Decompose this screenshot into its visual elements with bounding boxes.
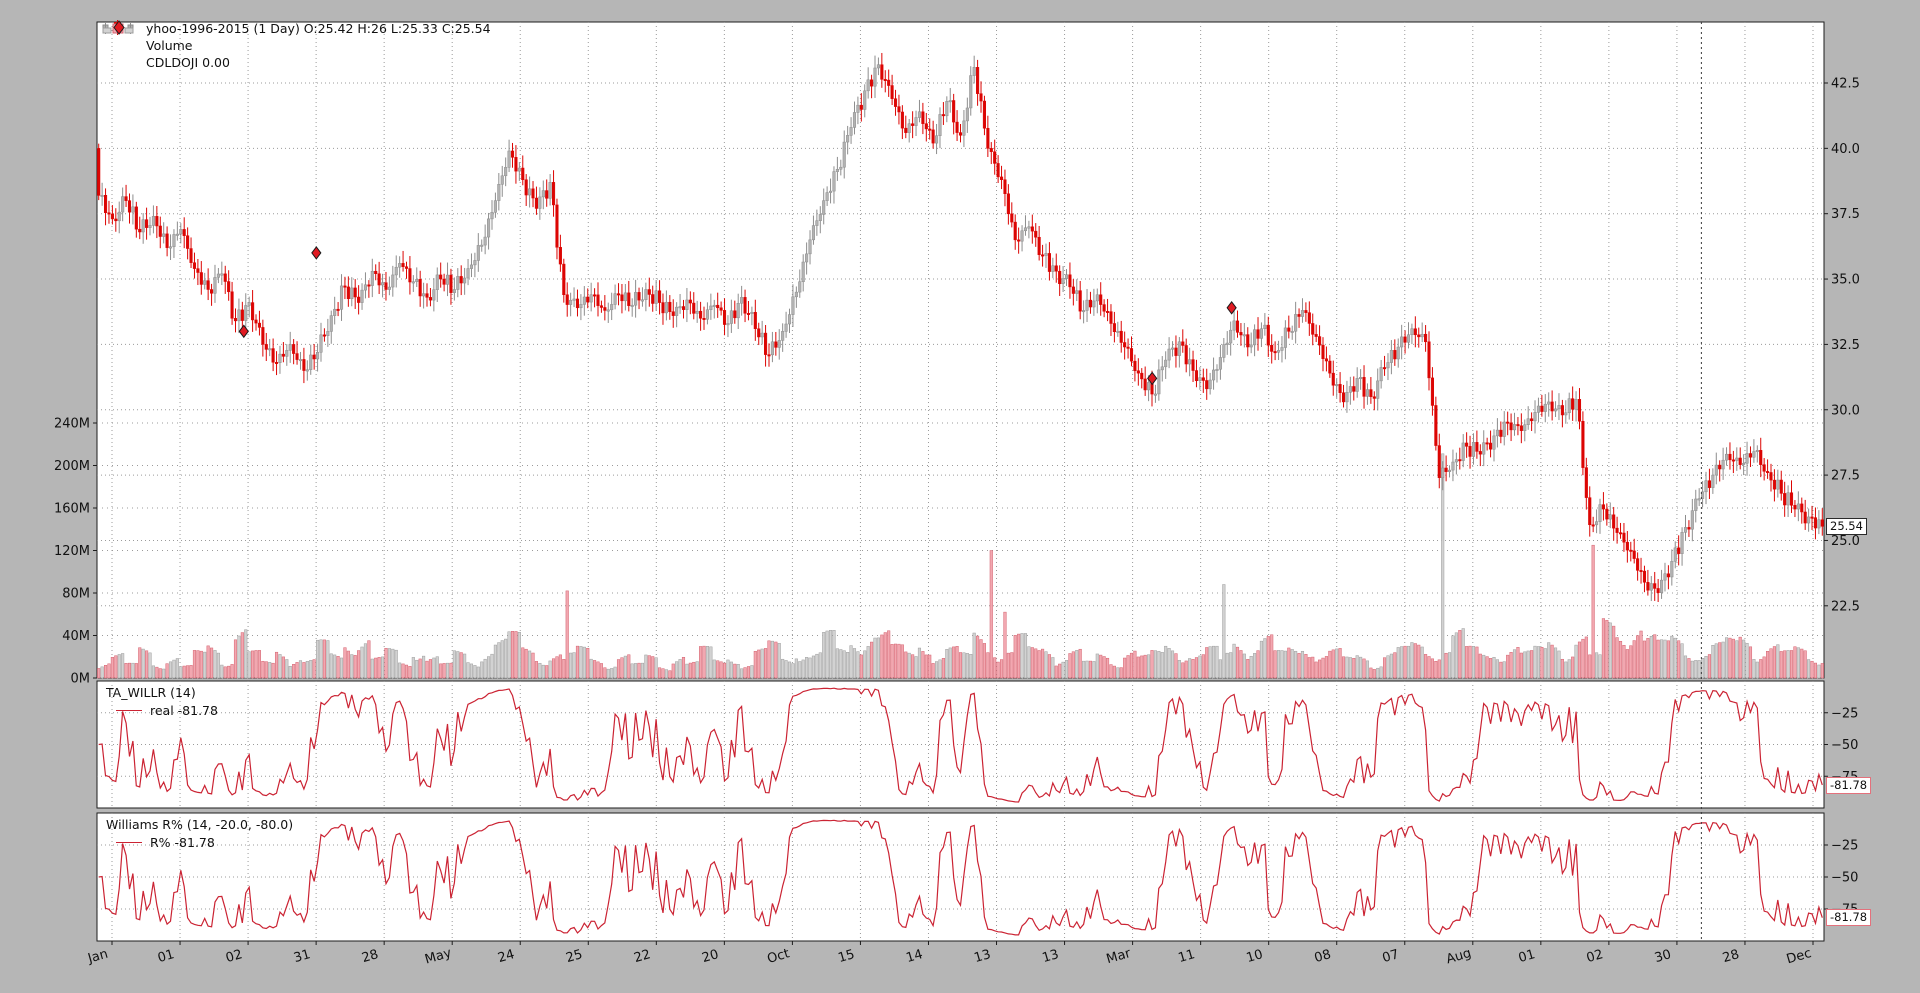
x-tick-label: 02 <box>1585 947 1605 966</box>
price-tick-label: 25.0 <box>1831 534 1860 549</box>
x-tick-label: 14 <box>904 947 924 966</box>
price-panel <box>96 21 1825 679</box>
price-tick-label: 22.5 <box>1831 599 1860 614</box>
williams-panel <box>96 812 1825 942</box>
oscillator-tick-label: −75 <box>1831 770 1858 785</box>
price-tick-label: 35.0 <box>1831 273 1860 288</box>
price-tick-label: 27.5 <box>1831 469 1860 484</box>
x-tick-label: May <box>423 946 453 968</box>
x-tick-label: 11 <box>1177 947 1197 966</box>
oscillator-tick-label: −50 <box>1831 871 1858 886</box>
plot-panels <box>96 21 1825 942</box>
oscillator-tick-label: −25 <box>1831 839 1858 854</box>
willr-panel <box>96 680 1825 809</box>
willr-line <box>98 687 1823 803</box>
volume-bars <box>97 453 1824 679</box>
x-tick-label: Jan <box>85 947 109 967</box>
oscillator-tick-label: −75 <box>1831 903 1858 918</box>
oscillator-tick-label: −25 <box>1831 706 1858 721</box>
x-tick-label: 07 <box>1381 947 1401 966</box>
x-tick-label: 30 <box>1653 947 1673 966</box>
volume-tick-label: 160M <box>54 502 90 517</box>
x-tick-label: 28 <box>1721 947 1741 966</box>
volume-tick-label: 200M <box>54 459 90 474</box>
x-axis-labels: Jan 01 02 31 28 May 24 25 22 20 Oct 15 14 13 13 Mar 11 10… <box>85 946 1813 968</box>
williams-line <box>98 819 1823 936</box>
price-tick-label: 40.0 <box>1831 142 1860 157</box>
x-tick-label: 02 <box>224 947 244 966</box>
volume-tick-label: 80M <box>62 587 90 602</box>
x-tick-label: Mar <box>1105 946 1133 967</box>
x-tick-label: 13 <box>973 947 993 966</box>
price-tick-label: 37.5 <box>1831 207 1860 222</box>
x-tick-label: Aug <box>1445 946 1474 967</box>
x-tick-label: 10 <box>1245 947 1265 966</box>
volume-tick-label: 0M <box>71 672 91 687</box>
x-tick-label: 24 <box>496 947 516 966</box>
x-tick-label: 31 <box>292 947 312 966</box>
x-tick-label: 15 <box>836 947 856 966</box>
price-tick-label: 30.0 <box>1831 403 1860 418</box>
oscillator-tick-label: −50 <box>1831 738 1858 753</box>
volume-tick-label: 40M <box>62 629 90 644</box>
price-tick-label: 32.5 <box>1831 338 1860 353</box>
x-tick-label: 22 <box>632 947 652 966</box>
axis-tick-marks <box>93 82 1828 945</box>
x-tick-label: 01 <box>1517 947 1537 966</box>
x-tick-label: Oct <box>766 946 792 967</box>
price-tick-label: 42.5 <box>1831 77 1860 92</box>
x-tick-label: 01 <box>156 947 176 966</box>
doji-markers <box>238 246 1237 386</box>
x-tick-label: 20 <box>700 947 720 966</box>
x-tick-label: Dec <box>1785 946 1813 967</box>
x-tick-label: 13 <box>1041 947 1061 966</box>
candlesticks <box>97 52 1824 603</box>
x-tick-label: 08 <box>1313 947 1333 966</box>
x-tick-label: 28 <box>360 947 380 966</box>
volume-tick-label: 240M <box>54 417 90 432</box>
x-tick-label: 25 <box>564 947 584 966</box>
volume-tick-label: 120M <box>54 544 90 559</box>
